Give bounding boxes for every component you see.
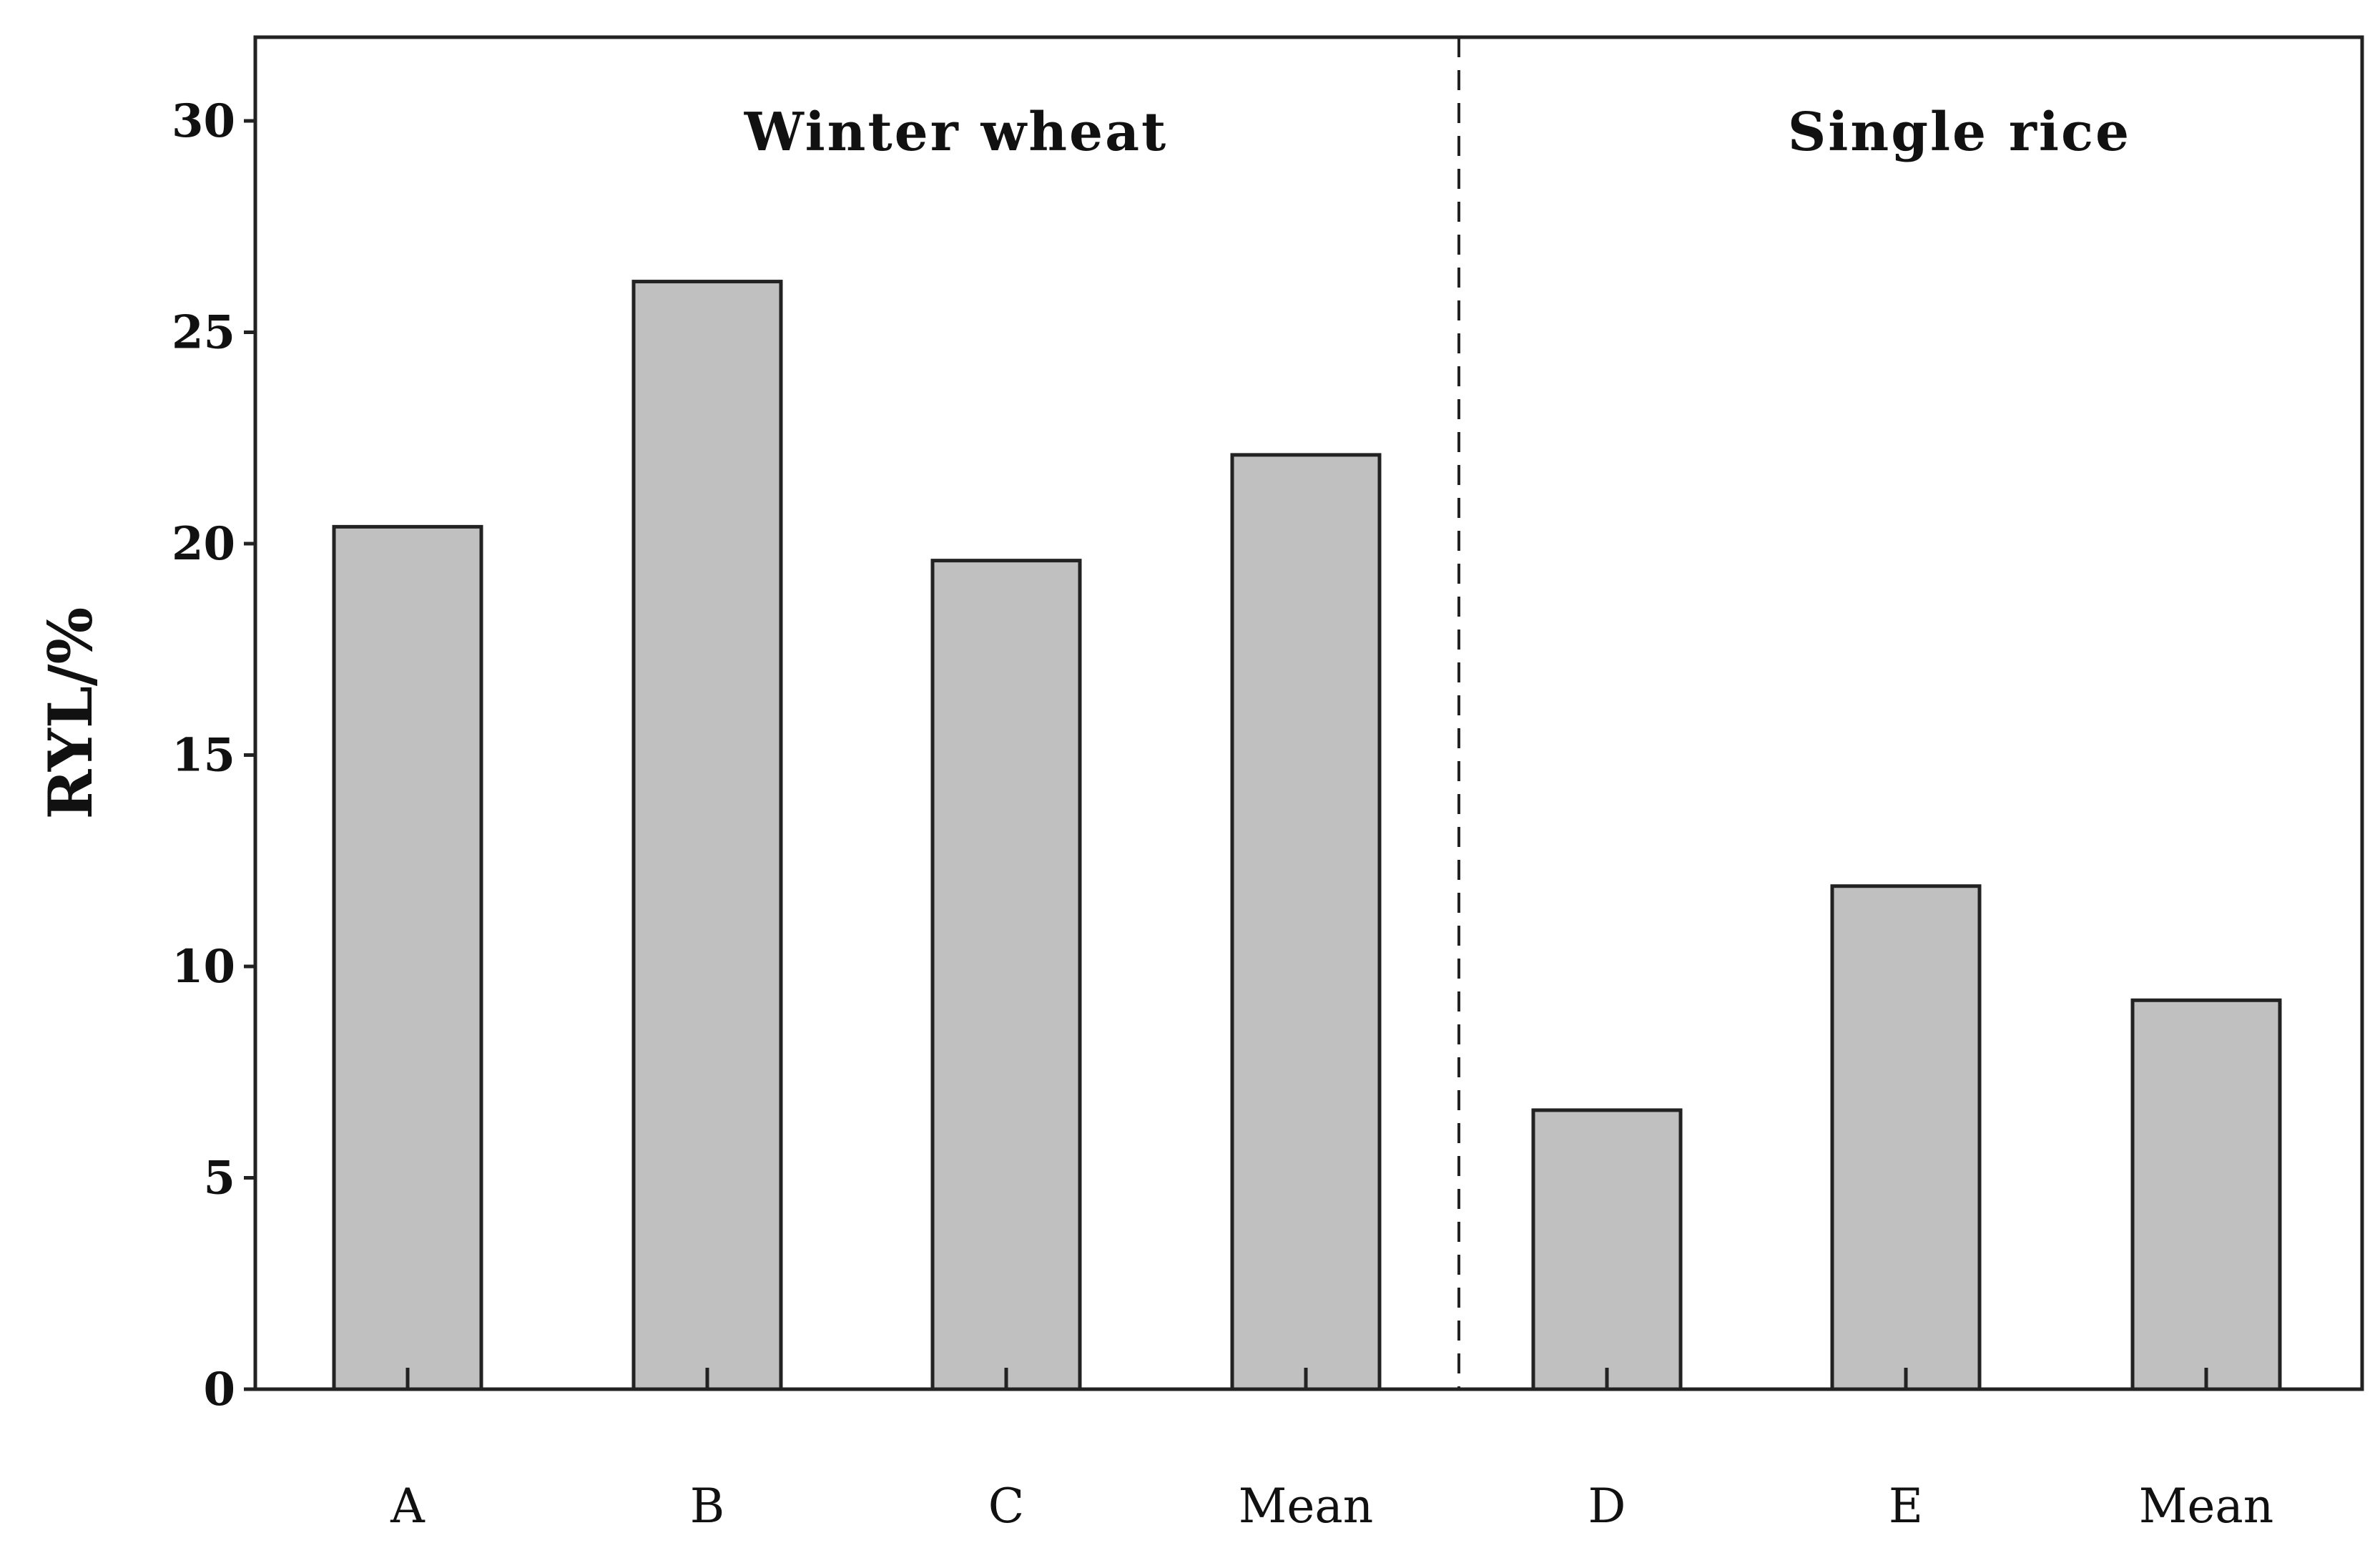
bar-6-mean [2130, 998, 2282, 1391]
bar-1-b [631, 280, 783, 1391]
x-tick-label-0: A [390, 1479, 426, 1534]
y-tick-label-15: 15 [172, 729, 235, 783]
y-axis-ticks: 0 5 10 15 20 25 30 [172, 94, 255, 1416]
x-tick-label-5: E [1889, 1479, 1923, 1534]
x-axis-labels: A B C Mean D E Mean [390, 1479, 2273, 1534]
x-tick-label-6: Mean [2139, 1479, 2274, 1534]
x-tick-label-1: B [690, 1479, 725, 1534]
y-tick-label-0: 0 [203, 1363, 235, 1416]
x-tick-label-3: Mean [1239, 1479, 1374, 1534]
y-tick-label-10: 10 [172, 940, 235, 994]
y-tick-label-20: 20 [172, 517, 235, 571]
group-label-single-rice: Single rice [1788, 102, 2131, 163]
x-tick-label-4: D [1588, 1479, 1626, 1534]
bars [332, 280, 2282, 1391]
y-tick-label-25: 25 [172, 306, 235, 360]
bar-4-d [1531, 1108, 1683, 1391]
bar-2-c [930, 559, 1082, 1391]
y-tick-label-30: 30 [172, 94, 235, 148]
bar-0-a [332, 524, 483, 1391]
bar-5-e [1830, 884, 1982, 1391]
y-axis-title: RYL/% [35, 607, 106, 820]
y-tick-label-5: 5 [203, 1152, 235, 1205]
group-label-winter-wheat: Winter wheat [744, 102, 1168, 163]
bar-3-mean [1230, 453, 1382, 1391]
x-tick-label-2: C [988, 1479, 1025, 1534]
